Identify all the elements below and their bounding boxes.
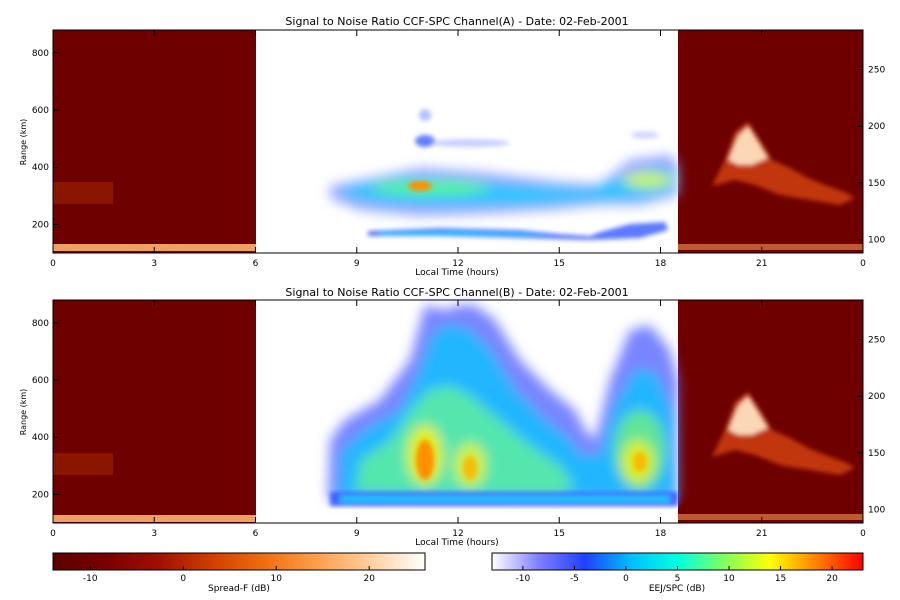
panel-a-y-ticks: 200 400 600 800: [32, 49, 59, 230]
panel-a-spread-f-plume: [712, 122, 855, 205]
colorbar-spread-f: -10 0 10 20 Spread-F (dB): [52, 552, 426, 594]
x-tick-label: 9: [354, 529, 360, 539]
x-tick-label: 3: [151, 529, 157, 539]
x-tick-label: 21: [756, 259, 767, 269]
colorbar-eej-label: EEJ/SPC (dB): [649, 584, 705, 594]
x-tick-label: 0: [860, 259, 866, 269]
panel-a-x-label: Local Time (hours): [415, 268, 498, 278]
colorbar-tick-label: 10: [723, 574, 735, 584]
panel-b-spread-f-left: [53, 300, 256, 523]
panel-a-spread-f-right: [678, 30, 863, 253]
panel-b-title: Signal to Noise Ratio CCF-SPC Channel(B)…: [285, 286, 628, 299]
x-tick-label: 18: [655, 529, 667, 539]
colorbar-tick-label: 10: [270, 574, 282, 584]
panel-b-spread-f-plume: [712, 392, 855, 475]
colorbar-tick-label: 0: [180, 574, 186, 584]
panel-a-layer-hotspot: [408, 181, 432, 191]
panel-b-eej-echoes: [328, 305, 678, 506]
x-tick-label: 15: [554, 259, 565, 269]
panel-b-low-layer-core: [340, 496, 670, 502]
y-right-tick-label: 100: [868, 505, 885, 515]
x-tick-label: 6: [253, 529, 259, 539]
y-right-tick-label: 100: [868, 235, 885, 245]
panel-a-y-right-ticks: 100 150 200 250: [857, 66, 885, 245]
panel-a-low-layer-core: [380, 231, 560, 236]
colorbar-tick-label: 5: [675, 574, 681, 584]
panel-b-spread-f-right: [678, 300, 863, 523]
panel-b-low-layer: [330, 492, 678, 506]
panel-a-main-layer: [330, 155, 678, 216]
x-tick-label: 3: [151, 259, 157, 269]
x-tick-label: 18: [655, 259, 667, 269]
panel-b-hotspot-2: [463, 456, 477, 480]
x-tick-label: 12: [452, 529, 463, 539]
colorbar-tick-label: 20: [363, 574, 375, 584]
x-tick-label: 21: [756, 529, 767, 539]
panel-a: Signal to Noise Ratio CCF-SPC Channel(A)…: [19, 15, 885, 278]
y-tick-label: 200: [32, 220, 49, 230]
y-tick-label: 600: [32, 376, 49, 386]
panel-a-upper-streak: [430, 139, 510, 147]
y-tick-label: 600: [32, 106, 49, 116]
panel-b-hotspot-3: [633, 452, 647, 472]
y-tick-label: 200: [32, 490, 49, 500]
panel-a-upper-right: [631, 131, 659, 139]
panel-b-plume-core: [728, 396, 768, 435]
colorbar-spread-f-label: Spread-F (dB): [208, 584, 270, 594]
panel-a-x-ticks: 0 3 6 9 12 15 18 21 0: [50, 30, 866, 269]
colorbar-spread-f-fill: [52, 552, 426, 571]
panel-b: Signal to Noise Ratio CCF-SPC Channel(B)…: [19, 286, 885, 548]
panel-a-layer-afternoon: [623, 172, 673, 188]
y-right-tick-label: 200: [868, 122, 885, 132]
colorbar-eej-ticks: -10 -5 0 5 10 15 20: [516, 566, 838, 584]
panel-b-y-label: Range (km): [19, 389, 28, 436]
colorbar-tick-label: -10: [516, 574, 531, 584]
panel-b-faint-echo-left: [53, 453, 113, 475]
y-right-tick-label: 150: [868, 449, 885, 459]
panel-a-plume-core: [728, 126, 768, 165]
panel-b-hotspot-1: [416, 440, 434, 480]
panel-a-spread-f-left: [53, 30, 256, 253]
x-tick-label: 0: [860, 529, 866, 539]
colorbar-tick-label: -5: [570, 574, 579, 584]
y-tick-label: 400: [32, 163, 49, 173]
panel-b-y-right-ticks: 100 150 200 250: [857, 336, 885, 515]
colorbar-spread-f-ticks: -10 0 10 20: [83, 566, 375, 584]
colorbar-tick-label: 20: [826, 574, 838, 584]
panel-a-title: Signal to Noise Ratio CCF-SPC Channel(A)…: [285, 15, 628, 28]
colorbar-tick-label: 15: [775, 574, 786, 584]
y-tick-label: 800: [32, 319, 49, 329]
panel-a-upper-echoes: [415, 109, 659, 147]
y-tick-label: 800: [32, 49, 49, 59]
panel-b-y-ticks: 200 400 600 800: [32, 319, 59, 500]
x-tick-label: 6: [253, 259, 259, 269]
y-right-tick-label: 200: [868, 392, 885, 402]
panel-a-eej-echoes: [330, 109, 678, 240]
panel-a-bottom-layer-right: [678, 244, 863, 250]
y-right-tick-label: 250: [868, 66, 885, 76]
panel-a-faint-echo-left: [53, 182, 113, 204]
panel-b-x-ticks: 0 3 6 9 12 15 18 21 0: [50, 300, 866, 539]
panel-a-layer-mid: [345, 168, 675, 205]
x-tick-label: 12: [452, 259, 463, 269]
panel-a-upper-blob-1: [415, 135, 435, 147]
colorbar-eej: -10 -5 0 5 10 15 20 EEJ/SPC (dB): [491, 552, 864, 594]
colorbar-tick-label: -10: [83, 574, 98, 584]
x-tick-label: 0: [50, 529, 56, 539]
colorbar-tick-label: 0: [623, 574, 629, 584]
x-tick-label: 15: [554, 529, 565, 539]
panel-b-x-label: Local Time (hours): [415, 538, 498, 548]
panel-b-bottom-layer-right: [678, 514, 863, 520]
x-tick-label: 0: [50, 259, 56, 269]
y-right-tick-label: 250: [868, 336, 885, 346]
y-right-tick-label: 150: [868, 179, 885, 189]
panel-a-low-layer: [368, 222, 668, 240]
panel-a-low-layer-band: [368, 222, 668, 240]
panel-a-y-label: Range (km): [19, 119, 28, 166]
y-tick-label: 400: [32, 433, 49, 443]
panel-a-upper-blob-2: [419, 109, 431, 121]
x-tick-label: 9: [354, 259, 360, 269]
